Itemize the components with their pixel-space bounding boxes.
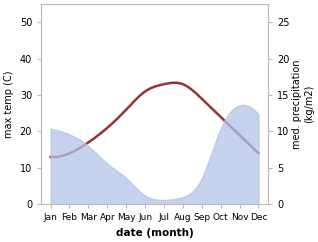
- Y-axis label: med. precipitation
(kg/m2): med. precipitation (kg/m2): [292, 60, 314, 149]
- X-axis label: date (month): date (month): [116, 228, 193, 238]
- Y-axis label: max temp (C): max temp (C): [4, 70, 14, 138]
